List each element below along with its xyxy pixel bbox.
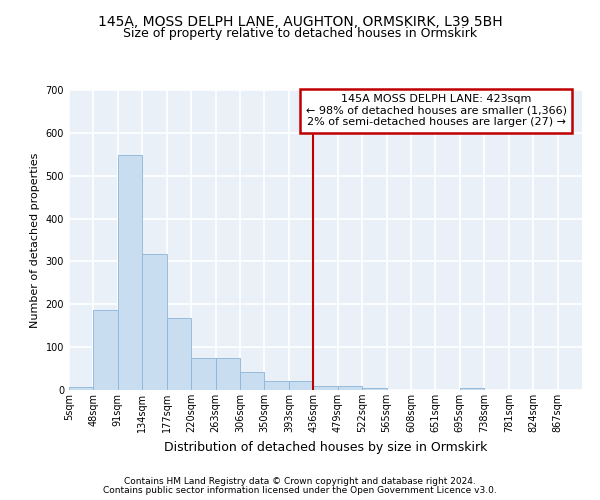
Bar <box>460 388 484 390</box>
Text: Contains HM Land Registry data © Crown copyright and database right 2024.: Contains HM Land Registry data © Crown c… <box>124 477 476 486</box>
Bar <box>362 388 386 390</box>
Bar <box>94 310 118 390</box>
Bar <box>215 358 240 390</box>
Text: 145A MOSS DELPH LANE: 423sqm
← 98% of detached houses are smaller (1,366)
2% of : 145A MOSS DELPH LANE: 423sqm ← 98% of de… <box>306 94 567 128</box>
Bar <box>265 382 289 390</box>
Text: Contains public sector information licensed under the Open Government Licence v3: Contains public sector information licen… <box>103 486 497 495</box>
Text: Size of property relative to detached houses in Ormskirk: Size of property relative to detached ho… <box>123 28 477 40</box>
Bar <box>69 386 94 390</box>
Y-axis label: Number of detached properties: Number of detached properties <box>30 152 40 328</box>
Bar <box>240 372 265 390</box>
Bar <box>118 155 142 390</box>
Bar <box>142 254 167 390</box>
Text: 145A, MOSS DELPH LANE, AUGHTON, ORMSKIRK, L39 5BH: 145A, MOSS DELPH LANE, AUGHTON, ORMSKIRK… <box>98 15 502 29</box>
Bar <box>289 382 313 390</box>
Bar <box>191 358 215 390</box>
Bar <box>338 386 362 390</box>
Bar <box>167 318 191 390</box>
Bar <box>313 386 338 390</box>
X-axis label: Distribution of detached houses by size in Ormskirk: Distribution of detached houses by size … <box>164 440 487 454</box>
